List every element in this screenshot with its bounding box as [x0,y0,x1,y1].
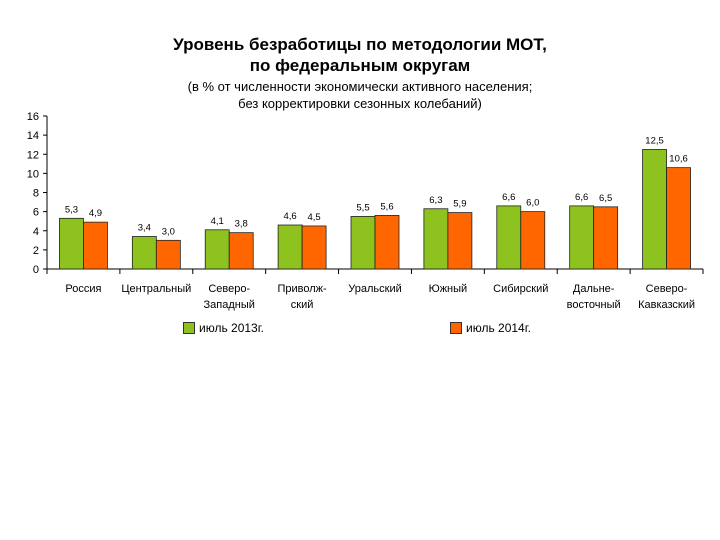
bar-2013 [204,229,230,270]
data-label: 3,8 [235,219,248,230]
bar-2013 [277,224,303,270]
chart-subtitle-line-1: (в % от численности экономически активно… [187,79,533,94]
bar-2013 [59,217,84,270]
y-tick-label: 10 [27,168,39,180]
y-tick-label: 0 [33,264,39,276]
legend-label-2013: июль 2013г. [199,321,264,335]
data-label: 5,5 [356,202,369,213]
bar-2014 [374,215,400,270]
category-label: Центральный [121,283,191,295]
legend-swatch-2013 [183,322,195,334]
bar-2014 [666,167,691,270]
data-label: 5,9 [453,199,466,210]
category-label: восточный [567,299,621,311]
category-label: Кавказский [638,299,695,311]
category-label: Дальне- [573,283,615,295]
legend-item-2013: июль 2013г. [183,321,264,335]
bar-2013 [131,236,157,270]
y-tick-label: 8 [33,188,39,200]
category-label: ский [291,299,314,311]
data-label: 6,6 [502,192,515,203]
y-tick-label: 6 [33,207,39,219]
category-label: Южный [429,283,468,295]
category-label: Западный [204,299,255,311]
bar-2014 [155,239,181,270]
chart-title-line-2: по федеральным округам [249,56,471,75]
category-label: Уральский [348,283,401,295]
chart-subtitle-line-2: без корректировки сезонных колебаний) [238,96,482,111]
y-tick-label: 2 [33,245,39,257]
data-label: 3,4 [138,222,151,233]
data-label: 6,5 [599,193,612,204]
data-label: 10,6 [669,154,688,165]
data-label: 4,5 [308,212,321,223]
bar-2014 [83,221,108,270]
category-label: Россия [65,283,101,295]
category-label: Приволж- [278,283,328,295]
legend-item-2014: июль 2014г. [450,321,531,335]
bar-2013 [496,205,522,270]
y-tick-label: 4 [33,226,39,238]
bar-2013 [350,216,376,270]
data-label: 4,9 [89,208,102,219]
bar-2014 [301,225,327,270]
data-label: 6,3 [429,195,442,206]
bar-2013 [569,205,595,270]
data-label: 6,6 [575,192,588,203]
data-label: 6,0 [526,198,539,209]
category-label: Северо- [646,283,688,295]
y-tick-label: 12 [27,149,39,161]
legend-label-2014: июль 2014г. [466,321,531,335]
chart-title-line-1: Уровень безработицы по методологии МОТ, [173,35,547,54]
bar-2013 [423,208,449,270]
bar-2013 [642,149,667,270]
y-tick-label: 14 [27,130,39,142]
data-label: 5,3 [65,204,78,215]
legend-swatch-2014 [450,322,462,334]
y-tick-label: 16 [27,111,39,123]
data-label: 5,6 [380,201,393,212]
bar-2014 [520,211,546,270]
data-label: 12,5 [645,135,664,146]
data-label: 3,0 [162,226,175,237]
bar-2014 [447,212,473,270]
bar-2014 [593,206,619,270]
category-label: Сибирский [493,283,548,295]
data-label: 4,1 [211,216,224,227]
bar-2014 [228,232,254,270]
category-label: Северо- [208,283,250,295]
data-label: 4,6 [284,211,297,222]
